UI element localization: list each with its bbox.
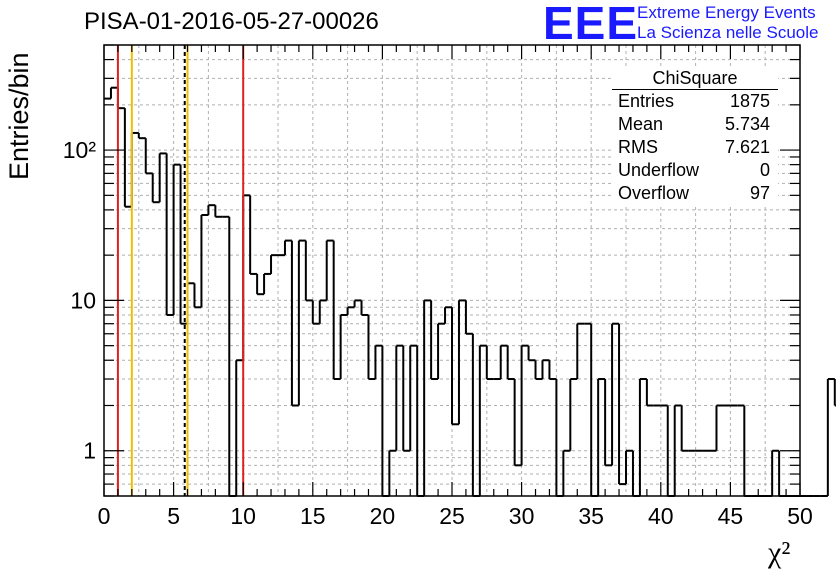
stats-box: ChiSquare Entries 1875 Mean 5.734 RMS 7.… bbox=[612, 66, 778, 205]
y-tick-label: 10² bbox=[63, 137, 97, 163]
axis-ticks bbox=[103, 44, 801, 497]
stats-label: Mean bbox=[618, 114, 664, 134]
logo-line-1: Extreme Energy Events bbox=[637, 3, 816, 22]
x-tick-label: 15 bbox=[300, 503, 326, 529]
marker-lines bbox=[116, 45, 245, 496]
x-axis-label: χ² bbox=[768, 536, 791, 569]
y-tick-label: 10 bbox=[70, 287, 96, 313]
x-tick-label: 20 bbox=[370, 503, 396, 529]
logo-line-2: La Scienza nelle Scuole bbox=[637, 23, 819, 42]
x-tick-label: 25 bbox=[439, 503, 465, 529]
stats-row-mean: Mean 5.734 bbox=[612, 113, 778, 136]
eee-logo: EEE bbox=[543, 0, 639, 49]
x-tick-label: 35 bbox=[578, 503, 604, 529]
x-tick-label: 45 bbox=[718, 503, 744, 529]
x-tick-label: 50 bbox=[787, 503, 813, 529]
chart-title: PISA-01-2016-05-27-00026 bbox=[84, 8, 379, 35]
x-tick-label: 30 bbox=[509, 503, 535, 529]
stats-value: 0 bbox=[759, 160, 770, 180]
x-tick-label: 10 bbox=[230, 503, 256, 529]
x-tick-label: 5 bbox=[167, 503, 180, 529]
tick-labels: 0 5 10 15 20 25 30 35 40 45 50 1 10 10² bbox=[63, 137, 813, 529]
stats-title: ChiSquare bbox=[612, 66, 778, 90]
stats-row-underflow: Underflow 0 bbox=[612, 159, 778, 182]
stats-row-rms: RMS 7.621 bbox=[612, 136, 778, 159]
x-tick-label: 0 bbox=[98, 503, 111, 529]
stats-value: 97 bbox=[749, 183, 770, 203]
stats-value: 7.621 bbox=[724, 137, 770, 157]
stats-row-overflow: Overflow 97 bbox=[612, 182, 778, 205]
stats-label: Entries bbox=[618, 91, 675, 111]
x-tick-label: 40 bbox=[648, 503, 674, 529]
stats-value: 1875 bbox=[729, 91, 770, 111]
y-tick-label: 1 bbox=[83, 438, 96, 464]
stats-value: 5.734 bbox=[724, 114, 770, 134]
stats-label: RMS bbox=[618, 137, 658, 157]
stats-label: Underflow bbox=[618, 160, 700, 180]
stats-row-entries: Entries 1875 bbox=[612, 90, 778, 113]
y-axis-label: Entries/bin bbox=[4, 52, 34, 180]
stats-label: Overflow bbox=[618, 183, 690, 203]
